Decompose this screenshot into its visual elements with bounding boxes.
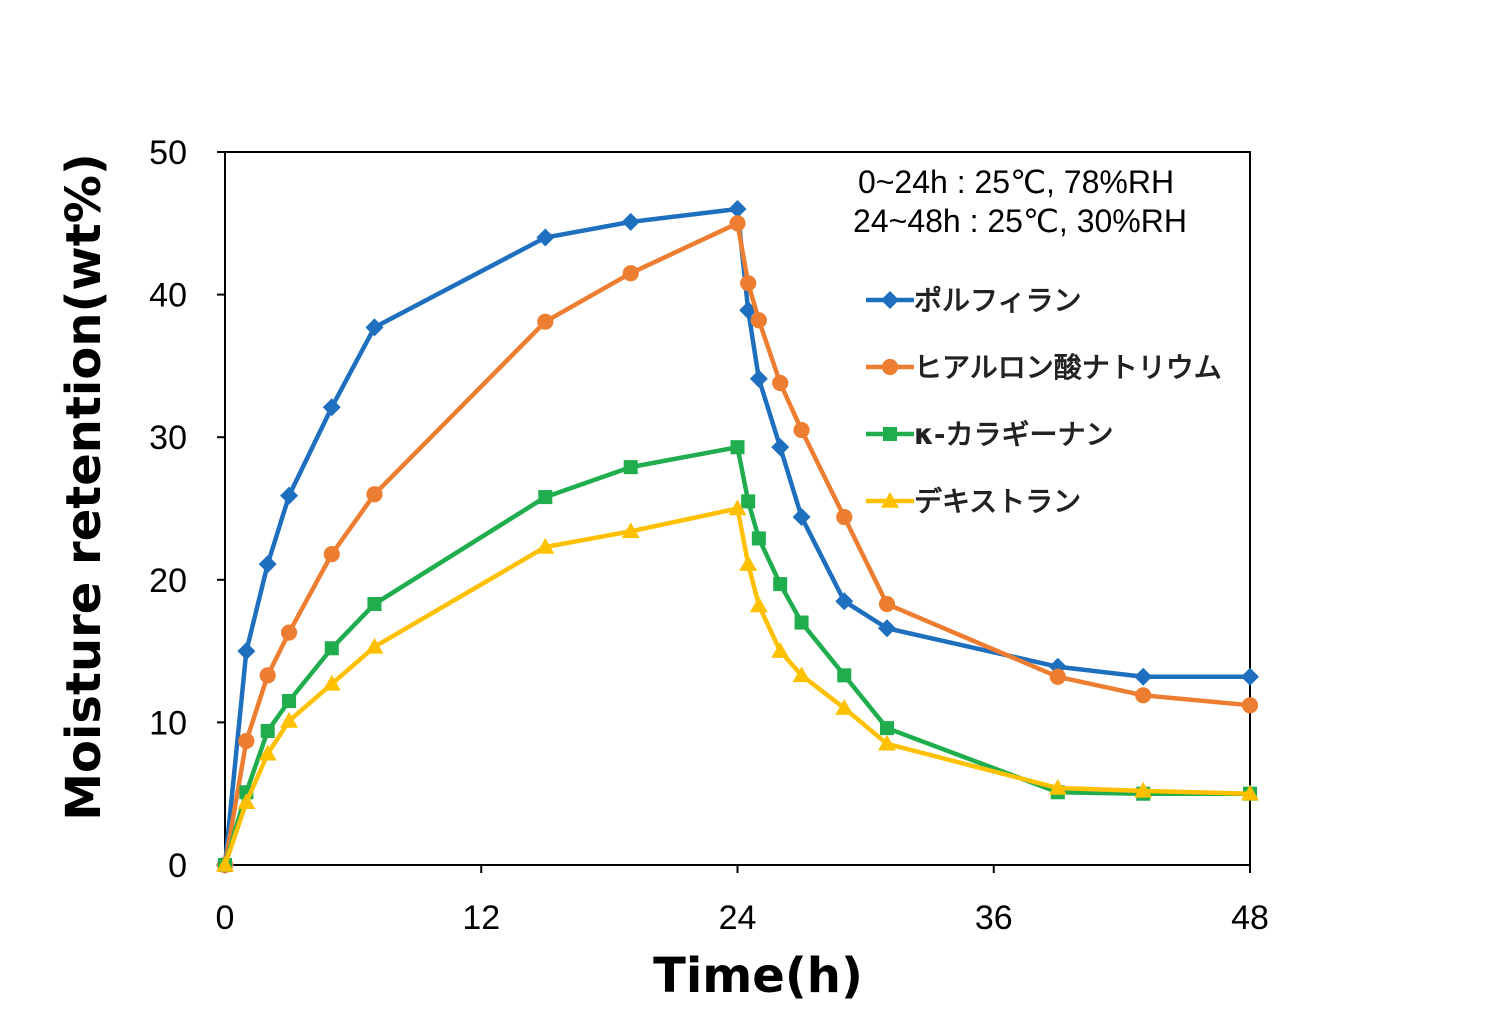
data-point xyxy=(794,615,809,630)
legend-item: ポルフィラン xyxy=(866,284,1081,317)
data-point xyxy=(836,508,853,526)
data-point xyxy=(773,577,788,592)
data-point xyxy=(324,641,339,656)
x-tick-label: 36 xyxy=(975,899,1013,937)
data-point xyxy=(1241,667,1259,686)
data-point xyxy=(739,555,758,571)
data-point xyxy=(1049,668,1066,685)
y-tick-label: 20 xyxy=(149,562,187,600)
data-point xyxy=(878,595,896,613)
data-point xyxy=(881,358,899,376)
data-point xyxy=(536,228,555,247)
data-point xyxy=(729,215,746,232)
data-point xyxy=(772,374,789,392)
data-point xyxy=(879,721,894,736)
data-point xyxy=(750,312,767,329)
x-tick-label: 24 xyxy=(719,899,757,937)
data-point xyxy=(835,592,854,611)
data-point xyxy=(881,492,899,508)
legend-item: ヒアルロン酸ナトリウム xyxy=(866,351,1222,384)
series-2 xyxy=(217,440,1258,873)
data-point xyxy=(280,711,299,728)
data-point xyxy=(282,693,297,709)
data-point xyxy=(837,668,852,683)
data-point xyxy=(323,546,340,563)
series-1 xyxy=(216,215,1259,874)
data-point xyxy=(623,460,638,475)
legend-label: κ-カラギーナン xyxy=(914,418,1114,451)
data-point xyxy=(621,522,640,539)
data-point xyxy=(749,369,768,388)
data-point xyxy=(730,440,745,455)
y-tick-label: 50 xyxy=(149,134,187,172)
data-point xyxy=(741,494,756,509)
data-point xyxy=(622,265,639,282)
data-point xyxy=(749,596,768,613)
y-tick-label: 30 xyxy=(149,419,187,457)
legend-label: ポルフィラン xyxy=(914,284,1081,317)
data-point xyxy=(538,490,553,505)
data-point xyxy=(280,486,299,505)
data-point xyxy=(881,291,899,309)
x-tick-label: 0 xyxy=(216,899,235,937)
series-3 xyxy=(216,499,1259,872)
data-point xyxy=(537,313,554,330)
data-point xyxy=(366,486,383,503)
data-point xyxy=(728,499,747,516)
legend-item: κ-カラギーナン xyxy=(866,418,1114,451)
data-point xyxy=(792,508,811,527)
data-point xyxy=(216,856,234,872)
series-layer xyxy=(216,200,1259,874)
x-axis-title: Time(h) xyxy=(653,948,863,1004)
data-point xyxy=(751,531,766,546)
data-point xyxy=(280,624,298,641)
data-point xyxy=(536,538,555,554)
x-tick-label: 12 xyxy=(462,899,500,937)
data-point xyxy=(367,597,382,612)
data-point xyxy=(882,426,898,442)
data-point xyxy=(258,744,277,761)
y-tick-label: 10 xyxy=(149,704,187,742)
data-point xyxy=(322,674,341,691)
data-point xyxy=(365,637,384,654)
legend-label: デキストラン xyxy=(914,485,1081,518)
data-point xyxy=(740,275,757,292)
data-point xyxy=(237,793,256,810)
data-point xyxy=(1134,781,1153,798)
data-point xyxy=(877,734,896,751)
data-point xyxy=(260,723,275,738)
condition-note-2: 24~48h : 25℃, 30%RH xyxy=(853,203,1187,239)
y-tick-label: 0 xyxy=(168,847,187,885)
data-point xyxy=(259,667,276,684)
y-axis-ticks: 0 10 20 30 40 50 xyxy=(149,134,225,885)
data-point xyxy=(835,699,854,715)
data-point xyxy=(1241,697,1259,714)
data-point xyxy=(322,398,341,417)
data-point xyxy=(238,732,255,750)
data-point xyxy=(792,666,811,683)
data-point xyxy=(1135,687,1152,704)
legend-label: ヒアルロン酸ナトリウム xyxy=(914,351,1222,384)
data-point xyxy=(771,642,790,658)
data-point xyxy=(237,642,256,661)
data-point xyxy=(1134,667,1153,686)
x-tick-label: 48 xyxy=(1231,899,1269,937)
data-point xyxy=(1048,778,1067,795)
data-point xyxy=(365,318,384,337)
data-point xyxy=(1241,784,1259,801)
y-tick-label: 40 xyxy=(149,277,187,315)
data-point xyxy=(793,421,810,439)
condition-note-1: 0~24h : 25℃, 78%RH xyxy=(858,164,1174,200)
y-axis-title: Moisture retention(wt%) xyxy=(56,153,112,821)
x-axis-ticks: 0 12 24 36 48 xyxy=(216,865,1269,937)
data-point xyxy=(771,438,790,457)
data-point xyxy=(621,212,640,231)
data-point xyxy=(258,555,277,574)
legend-item: デキストラン xyxy=(866,485,1081,518)
data-point xyxy=(877,619,896,638)
data-point xyxy=(728,200,747,219)
